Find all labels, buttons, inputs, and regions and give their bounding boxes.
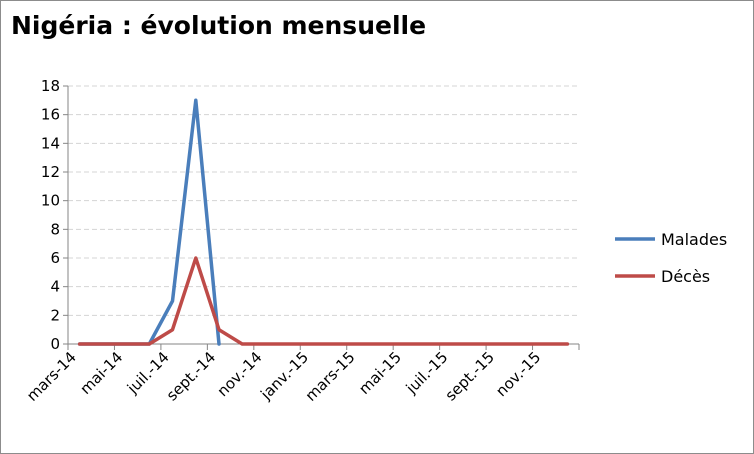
y-tick-label-18: 18 bbox=[41, 77, 60, 95]
legend-label-1: Décès bbox=[661, 267, 710, 286]
y-tick-label-8: 8 bbox=[50, 220, 60, 238]
y-tick-label-12: 12 bbox=[41, 163, 60, 181]
y-tick-label-0: 0 bbox=[50, 335, 60, 353]
y-axis-ticks: 0 2 4 6 8 10 12 14 16 18 bbox=[41, 77, 60, 353]
x-tick-label-20: nov.-15 bbox=[492, 348, 544, 400]
x-tick-label-0: mars-14 bbox=[23, 348, 80, 405]
series-lines bbox=[77, 98, 570, 346]
y-tick-label-14: 14 bbox=[41, 134, 60, 152]
x-tick-label-12: mars-15 bbox=[302, 348, 359, 405]
y-tick-label-16: 16 bbox=[41, 106, 60, 124]
series-line-1-0 bbox=[77, 256, 570, 346]
x-tick-label-2: mai-14 bbox=[76, 348, 126, 398]
axes bbox=[63, 85, 580, 350]
x-tick-label-6: sept.-14 bbox=[163, 348, 219, 404]
series-line-0-0 bbox=[77, 98, 221, 346]
gridlines bbox=[68, 85, 579, 316]
x-axis-ticks: mars-14mai-14juil.-14sept.-14nov.-14janv… bbox=[23, 348, 544, 405]
y-tick-label-6: 6 bbox=[50, 249, 60, 267]
y-tick-label-10: 10 bbox=[41, 192, 60, 210]
y-tick-label-2: 2 bbox=[50, 306, 60, 324]
y-tick-label-4: 4 bbox=[50, 278, 60, 296]
legend: Malades Décès bbox=[615, 230, 727, 286]
chart-title: Nigéria : évolution mensuelle bbox=[11, 11, 427, 40]
legend-label-0: Malades bbox=[661, 230, 727, 249]
x-tick-label-18: sept.-15 bbox=[442, 348, 498, 404]
x-tick-label-14: mai-15 bbox=[355, 348, 405, 398]
